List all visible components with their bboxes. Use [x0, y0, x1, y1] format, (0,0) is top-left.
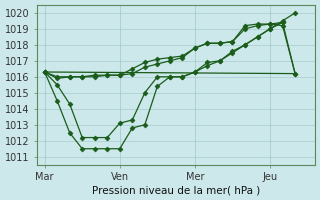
X-axis label: Pression niveau de la mer( hPa ): Pression niveau de la mer( hPa )	[92, 185, 260, 195]
